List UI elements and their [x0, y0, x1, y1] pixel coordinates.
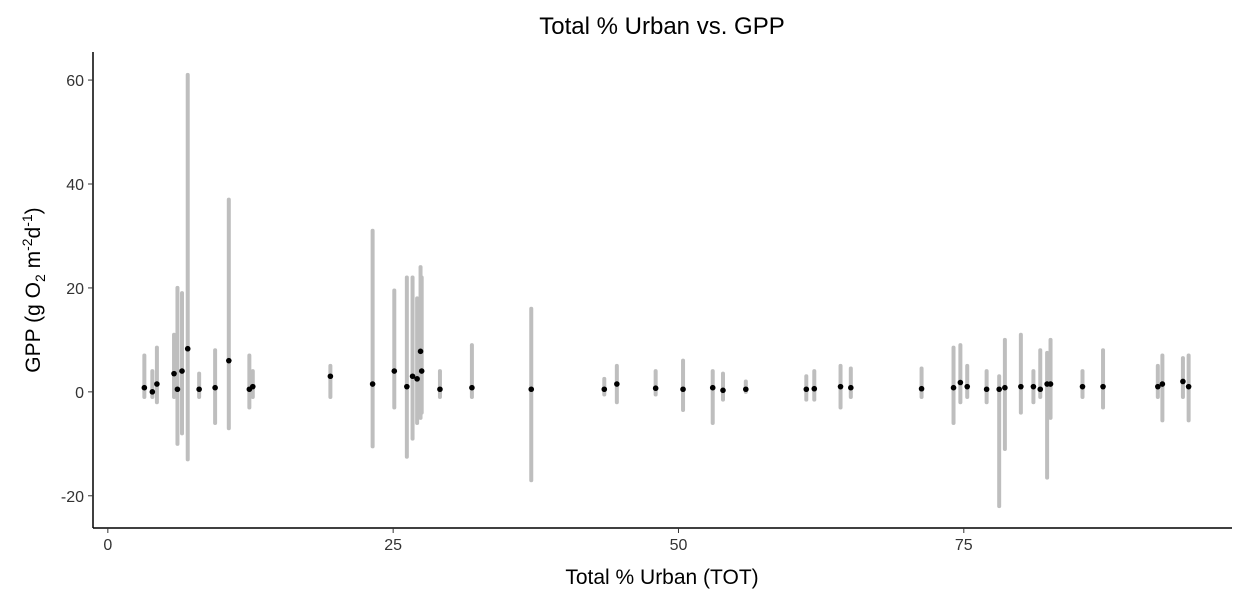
mean-point — [409, 373, 416, 380]
mean-point — [918, 385, 925, 392]
mean-point — [720, 387, 726, 394]
mean-point — [957, 379, 964, 386]
x-tick-label: 75 — [955, 537, 973, 554]
mean-point — [369, 381, 376, 387]
y-label-part: ) — [22, 207, 45, 214]
mean-point — [837, 383, 844, 390]
y-axis-label: GPP (g O2 m-2d-1) — [19, 207, 48, 372]
mean-point — [528, 386, 535, 393]
mean-point — [469, 384, 475, 391]
mean-point — [226, 357, 232, 364]
y-tick-label: 40 — [66, 177, 84, 194]
y-label-part: GPP (g O — [22, 282, 45, 373]
y-tick-label: -20 — [61, 489, 84, 506]
mean-point — [179, 368, 185, 374]
mean-point — [171, 370, 177, 377]
y-tick-label: 0 — [75, 385, 84, 402]
mean-point — [1037, 386, 1044, 393]
x-axis-label: Total % Urban (TOT) — [565, 566, 758, 589]
mean-point — [652, 385, 659, 392]
mean-point — [327, 373, 334, 380]
mean-point — [1018, 383, 1024, 390]
x-tick-label: 0 — [103, 537, 112, 554]
mean-point — [1030, 383, 1037, 390]
mean-point — [404, 383, 410, 390]
x-tick-label: 25 — [384, 537, 402, 554]
mean-point — [983, 386, 990, 393]
mean-point — [1079, 383, 1086, 390]
y-label-part: d — [22, 227, 45, 239]
x-tick-label: 50 — [670, 537, 688, 554]
mean-point — [184, 345, 191, 352]
y-label-part: m — [22, 251, 45, 274]
mean-point — [601, 386, 608, 393]
mean-point — [743, 386, 749, 393]
mean-point — [1100, 383, 1106, 390]
mean-point — [1180, 378, 1186, 385]
mean-point — [1155, 383, 1161, 390]
chart-title: Total % Urban vs. GPP — [539, 13, 784, 40]
y-label-part: 2 — [32, 274, 48, 282]
mean-point — [154, 381, 160, 387]
mean-point — [249, 383, 256, 390]
mean-point — [680, 386, 686, 393]
mean-point — [174, 386, 181, 393]
mean-point — [437, 386, 443, 393]
y-label-part: -2 — [19, 238, 35, 251]
mean-point — [996, 386, 1002, 393]
mean-point — [414, 376, 420, 382]
mean-point — [964, 383, 971, 390]
mean-point — [811, 385, 818, 392]
mean-point — [196, 386, 202, 393]
y-tick-label: 20 — [66, 281, 84, 298]
y-tick-label: 60 — [66, 73, 84, 90]
mean-point — [614, 381, 620, 387]
y-label-part: -1 — [19, 214, 35, 227]
mean-point — [803, 386, 810, 393]
mean-point — [391, 368, 398, 374]
mean-point — [950, 384, 957, 391]
mean-point — [1047, 381, 1054, 387]
mean-point — [1002, 384, 1008, 391]
mean-point — [417, 348, 424, 355]
mean-point — [149, 389, 156, 395]
mean-point — [1185, 383, 1192, 390]
mean-point — [1159, 381, 1166, 387]
mean-point — [848, 384, 854, 391]
mean-point — [418, 368, 425, 374]
mean-point — [141, 384, 148, 391]
mean-point — [212, 384, 218, 391]
mean-point — [709, 384, 716, 391]
